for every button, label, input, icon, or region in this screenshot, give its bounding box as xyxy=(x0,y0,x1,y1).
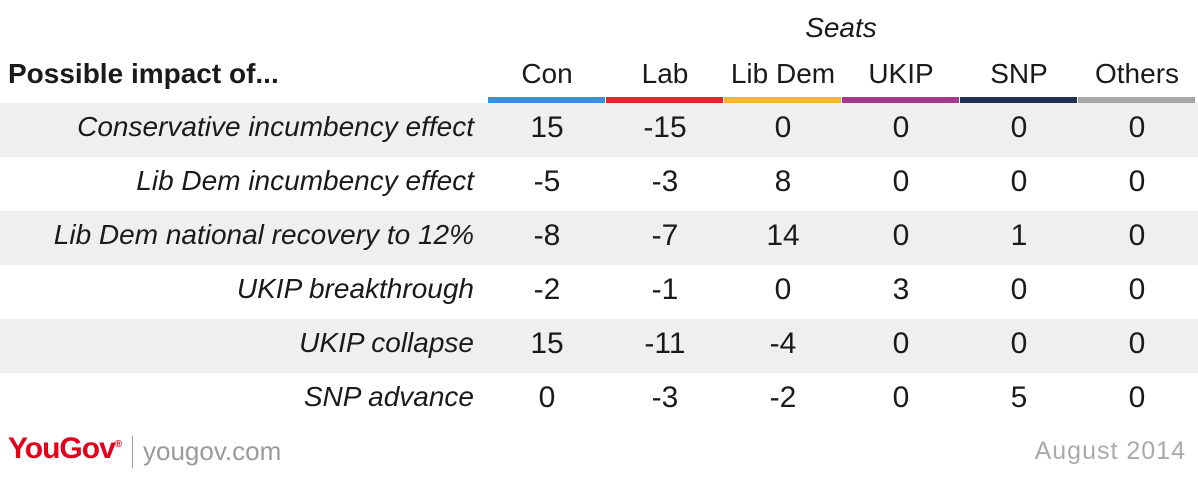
footer-divider xyxy=(132,436,133,468)
column-color-bar xyxy=(488,97,605,103)
table-cell: 0 xyxy=(1010,165,1028,198)
row-label: Lib Dem national recovery to 12% xyxy=(53,219,474,250)
table-row: Conservative incumbency effect 15 -15 0 0 0 0 xyxy=(0,103,1198,157)
table-cell: 0 xyxy=(1128,219,1146,252)
row-label: SNP advance xyxy=(303,381,474,412)
table-cell: -8 xyxy=(533,219,561,252)
table-cell: -2 xyxy=(769,381,797,414)
table-cell: -3 xyxy=(651,165,679,198)
table-cell: -4 xyxy=(769,327,797,360)
column-header: Lab xyxy=(641,58,689,89)
table-cell: -11 xyxy=(644,327,686,360)
column-color-bar xyxy=(724,97,841,103)
table-cell: 0 xyxy=(774,273,792,306)
column-header: UKIP xyxy=(868,58,934,89)
row-header-title: Possible impact of... xyxy=(8,58,279,89)
table-cell: 0 xyxy=(1010,111,1028,144)
table-row: Lib Dem incumbency effect -5 -3 8 0 0 0 xyxy=(0,157,1198,211)
row-label: UKIP collapse xyxy=(299,327,474,358)
column-color-bar xyxy=(842,97,959,103)
table-cell: 0 xyxy=(1128,327,1146,360)
table-cell: 0 xyxy=(1010,273,1028,306)
table-cell: -2 xyxy=(533,273,561,306)
table-cell: 0 xyxy=(892,381,910,414)
row-label: Lib Dem incumbency effect xyxy=(136,165,474,196)
table-cell: 0 xyxy=(1128,381,1146,414)
table-row: UKIP collapse 15 -11 -4 0 0 0 xyxy=(0,319,1198,373)
table-cell: 0 xyxy=(892,219,910,252)
table-cell: 0 xyxy=(538,381,556,414)
table-cell: 0 xyxy=(1128,273,1146,306)
table-row: SNP advance 0 -3 -2 0 5 0 xyxy=(0,373,1198,427)
table-cell: -7 xyxy=(651,219,679,252)
table-cell: -3 xyxy=(651,381,679,414)
column-header: Others xyxy=(1094,58,1180,89)
seats-group-label: Seats xyxy=(805,12,877,43)
column-header: Con xyxy=(521,58,573,89)
table-row: Lib Dem national recovery to 12% -8 -7 14 0 1… xyxy=(0,211,1198,265)
column-color-bar xyxy=(606,97,723,103)
table-cell: 0 xyxy=(1128,111,1146,144)
table-cell: 5 xyxy=(1010,381,1028,414)
table-cell: 1 xyxy=(1010,219,1028,252)
table-cell: 0 xyxy=(892,165,910,198)
table-cell: 0 xyxy=(1128,165,1146,198)
column-color-bar xyxy=(1078,97,1195,103)
column-header: Lib Dem xyxy=(730,58,836,89)
footer-site: yougov.com xyxy=(143,436,282,466)
table-cell: 0 xyxy=(892,111,910,144)
table-cell: 15 xyxy=(530,327,564,360)
column-color-bar xyxy=(960,97,1077,103)
table-cell: 14 xyxy=(766,219,800,252)
table-cell: -15 xyxy=(643,111,687,144)
table-cell: -5 xyxy=(533,165,561,198)
row-label: Conservative incumbency effect xyxy=(77,111,474,142)
table-cell: 0 xyxy=(774,111,792,144)
table-cell: 15 xyxy=(530,111,564,144)
yougov-logo: YouGov® xyxy=(8,432,122,465)
table-cell: 0 xyxy=(1010,327,1028,360)
row-label: UKIP breakthrough xyxy=(236,273,474,304)
table-cell: 8 xyxy=(774,165,792,198)
table-row: UKIP breakthrough -2 -1 0 3 0 0 xyxy=(0,265,1198,319)
footer-date: August 2014 xyxy=(1034,437,1186,465)
table-cell: 0 xyxy=(892,327,910,360)
column-header: SNP xyxy=(990,58,1048,89)
table-cell: -1 xyxy=(651,273,679,306)
table-cell: 3 xyxy=(892,273,910,306)
